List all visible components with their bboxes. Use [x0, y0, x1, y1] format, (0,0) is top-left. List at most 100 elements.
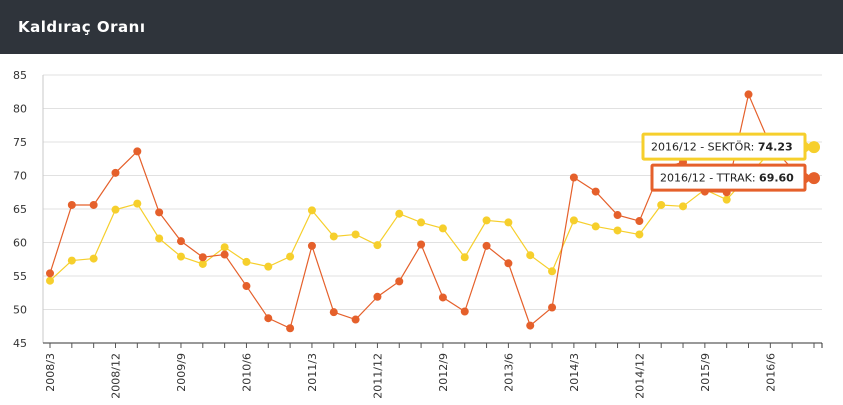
data-point-ttrak[interactable]: [548, 303, 557, 312]
data-point-ttrak[interactable]: [613, 211, 622, 220]
data-point-ttrak[interactable]: [438, 293, 447, 302]
data-point-sektr[interactable]: [220, 243, 229, 252]
tooltip-sektor-pointer: [805, 141, 813, 154]
data-point-sektr[interactable]: [460, 253, 469, 262]
y-tick-label: 75: [13, 136, 27, 149]
chart-header: Kaldıraç Oranı: [0, 0, 843, 54]
data-point-sektr[interactable]: [198, 259, 207, 268]
data-point-sektr[interactable]: [67, 256, 76, 265]
data-point-ttrak[interactable]: [482, 241, 491, 250]
data-point-sektr[interactable]: [329, 232, 338, 241]
data-point-ttrak[interactable]: [808, 172, 820, 185]
y-tick-label: 65: [13, 203, 27, 216]
x-tick-label: 2012/9: [437, 353, 450, 392]
y-tick-label: 45: [13, 337, 27, 350]
data-point-ttrak[interactable]: [176, 237, 185, 246]
data-point-ttrak[interactable]: [46, 269, 54, 278]
data-point-sektr[interactable]: [657, 200, 666, 209]
y-tick-label: 50: [13, 304, 27, 317]
data-point-sektr[interactable]: [395, 209, 404, 218]
data-point-sektr[interactable]: [242, 257, 251, 266]
tooltip-ttrak-value: 69.60: [759, 172, 794, 185]
x-tick-label: 2014/3: [568, 353, 581, 392]
data-point-ttrak[interactable]: [89, 200, 98, 209]
series-line-ttrak: [49, 92, 815, 330]
data-point-ttrak[interactable]: [242, 282, 251, 291]
data-point-ttrak[interactable]: [526, 321, 535, 330]
y-tick-label: 60: [13, 237, 27, 250]
data-point-ttrak[interactable]: [67, 200, 76, 209]
x-tick-label: 2010/6: [240, 353, 253, 392]
data-point-ttrak[interactable]: [155, 208, 164, 217]
y-tick-label: 80: [13, 103, 27, 116]
data-point-ttrak[interactable]: [744, 90, 753, 99]
x-tick-label: 2011/3: [306, 353, 319, 392]
data-point-ttrak[interactable]: [395, 277, 404, 286]
data-point-ttrak[interactable]: [264, 314, 273, 323]
y-tick-label: 70: [13, 170, 27, 183]
data-point-sektr[interactable]: [373, 241, 382, 250]
series-group: [46, 90, 820, 333]
data-point-sektr[interactable]: [155, 234, 164, 243]
tooltip-sektor-value: 74.23: [758, 141, 793, 154]
data-point-sektr[interactable]: [111, 205, 120, 214]
data-point-sektr[interactable]: [591, 222, 600, 231]
data-point-sektr[interactable]: [46, 276, 54, 285]
data-point-sektr[interactable]: [307, 206, 316, 215]
data-point-sektr[interactable]: [569, 216, 578, 225]
data-point-ttrak[interactable]: [591, 187, 600, 196]
tooltip-ttrak-text: 2016/12 - TTRAK: 69.60: [660, 172, 794, 185]
tooltip-ttrak-pointer: [805, 172, 813, 185]
grid-lines: [43, 74, 822, 310]
data-point-ttrak[interactable]: [307, 241, 316, 250]
data-point-sektr[interactable]: [286, 252, 295, 261]
x-tick-label: 2013/6: [502, 353, 515, 392]
tooltip-sektor-label: 2016/12 - SEKTÖR:: [651, 141, 758, 154]
data-point-ttrak[interactable]: [111, 168, 120, 177]
data-point-sektr[interactable]: [176, 252, 185, 261]
x-tick-label: 2008/3: [44, 353, 57, 392]
tooltip-sektor-text: 2016/12 - SEKTÖR: 74.23: [651, 141, 793, 154]
data-point-sektr[interactable]: [526, 251, 535, 260]
data-point-ttrak[interactable]: [460, 307, 469, 316]
x-axis: 2008/3 2008/12 2009/9 2010/6 2011/3 2011/12 20…: [42, 75, 823, 399]
data-point-sektr[interactable]: [417, 218, 426, 227]
data-point-ttrak[interactable]: [373, 292, 382, 301]
data-point-sektr[interactable]: [504, 218, 513, 227]
series-line-sektr: [49, 146, 815, 282]
x-tick-label: 2009/9: [175, 353, 188, 392]
data-point-ttrak[interactable]: [417, 240, 426, 249]
data-point-sektr[interactable]: [808, 141, 820, 154]
data-point-ttrak[interactable]: [198, 253, 207, 262]
data-point-ttrak[interactable]: [635, 217, 644, 226]
x-tick-label: 2008/12: [109, 353, 122, 399]
data-point-sektr[interactable]: [133, 199, 142, 208]
data-point-sektr[interactable]: [89, 254, 98, 263]
y-tick-label: 85: [13, 69, 27, 82]
x-tick-label: 2016/6: [764, 353, 777, 392]
y-tick-label: 55: [13, 270, 27, 283]
data-point-sektr[interactable]: [482, 216, 491, 225]
data-point-ttrak[interactable]: [329, 308, 338, 317]
tooltip-ttrak: 2016/12 - TTRAK: 69.60: [650, 163, 813, 192]
chart-area: 45 50 55 60 65 70 75 80 85 2008/3 2008/12 2009/9 20…: [0, 54, 843, 405]
data-point-ttrak[interactable]: [133, 147, 142, 156]
x-tick-label: 2015/9: [699, 353, 712, 392]
data-point-ttrak[interactable]: [504, 259, 513, 268]
data-point-sektr[interactable]: [722, 195, 731, 204]
data-point-sektr[interactable]: [635, 230, 644, 239]
data-point-sektr[interactable]: [351, 230, 360, 239]
data-point-ttrak[interactable]: [351, 315, 360, 324]
x-tick-label: 2011/12: [371, 353, 384, 399]
tooltip-group: 2016/12 - SEKTÖR: 74.23 2016/12 - TTRAK: …: [641, 132, 813, 192]
data-point-ttrak[interactable]: [569, 173, 578, 182]
data-point-sektr[interactable]: [613, 226, 622, 235]
data-point-sektr[interactable]: [548, 267, 557, 276]
data-point-sektr[interactable]: [679, 202, 688, 211]
data-point-sektr[interactable]: [264, 262, 273, 271]
data-point-ttrak[interactable]: [286, 324, 295, 333]
data-point-sektr[interactable]: [438, 224, 447, 233]
data-point-ttrak[interactable]: [220, 250, 229, 259]
tooltip-sektor: 2016/12 - SEKTÖR: 74.23: [641, 132, 813, 161]
